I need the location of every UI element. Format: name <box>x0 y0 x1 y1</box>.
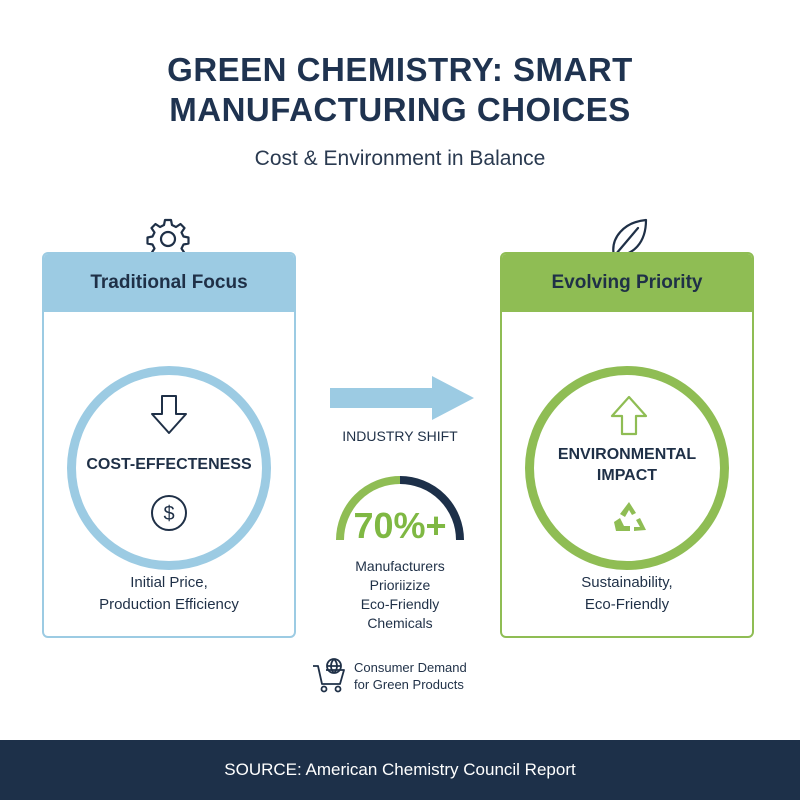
stat-caption: Manufacturers Prioriizize Eco-Friendly C… <box>300 557 500 633</box>
cost-ring <box>67 366 271 570</box>
panel-caption: Initial Price, Production Efficiency <box>44 572 294 616</box>
caption-line-1: Sustainability, <box>581 574 673 591</box>
ring-label: COST-EFFECTENESS <box>86 456 252 473</box>
caption-line-1: Initial Price, <box>130 574 208 591</box>
source-footer: SOURCE: American Chemistry Council Repor… <box>0 740 800 800</box>
ring-label-line-2: IMPACT <box>596 467 658 484</box>
stat-caption-line-2: Prioriizize <box>369 577 431 593</box>
environment-ring <box>525 366 729 570</box>
title-line-1: GREEN CHEMISTRY: SMART <box>167 51 633 88</box>
stat-caption-line-4: Chemicals <box>367 615 433 631</box>
stat-caption-line-3: Eco-Friendly <box>360 596 440 612</box>
gauge-icon <box>336 476 464 541</box>
traditional-focus-panel: Traditional Focus COST-EFFECTENESS $ Ini… <box>42 252 296 638</box>
evolving-priority-panel: Evolving Priority ENVIRONMENTAL IMPACT S… <box>500 252 754 638</box>
panel-heading: Evolving Priority <box>502 254 752 312</box>
source-text: SOURCE: American Chemistry Council Repor… <box>224 760 576 779</box>
ring-label: ENVIRONMENTAL IMPACT <box>502 444 752 486</box>
title-line-2: MANUFACTURING CHOICES <box>169 91 631 128</box>
svg-text:$: $ <box>163 503 174 525</box>
arrow-down-icon <box>151 395 187 434</box>
demand-text: Consumer Demand for Green Products <box>354 659 467 693</box>
recycle-icon <box>614 502 646 531</box>
industry-shift-label: INDUSTRY SHIFT <box>342 428 458 444</box>
stat-value: 70%+ <box>353 505 447 546</box>
demand-line-1: Consumer Demand <box>354 660 467 675</box>
arrow-up-icon <box>610 395 648 436</box>
dollar-icon: $ <box>151 495 187 531</box>
caption-line-2: Production Efficiency <box>99 596 239 613</box>
stat-caption-line-1: Manufacturers <box>355 558 445 574</box>
demand-line-2: for Green Products <box>354 677 464 692</box>
panel-heading: Traditional Focus <box>44 254 294 312</box>
ring-label-line-1: ENVIRONMENTAL <box>557 446 697 463</box>
cart-globe-icon <box>313 658 345 693</box>
gear-icon <box>146 218 190 261</box>
arrow-right-icon <box>330 376 474 420</box>
panel-caption: Sustainability, Eco-Friendly <box>502 572 752 616</box>
caption-line-2: Eco-Friendly <box>584 596 670 613</box>
page-subtitle: Cost & Environment in Balance <box>254 147 546 170</box>
page-title: GREEN CHEMISTRY: SMART MANUFACTURING CHO… <box>0 50 800 130</box>
consumer-demand: Consumer Demand for Green Products <box>312 658 467 694</box>
